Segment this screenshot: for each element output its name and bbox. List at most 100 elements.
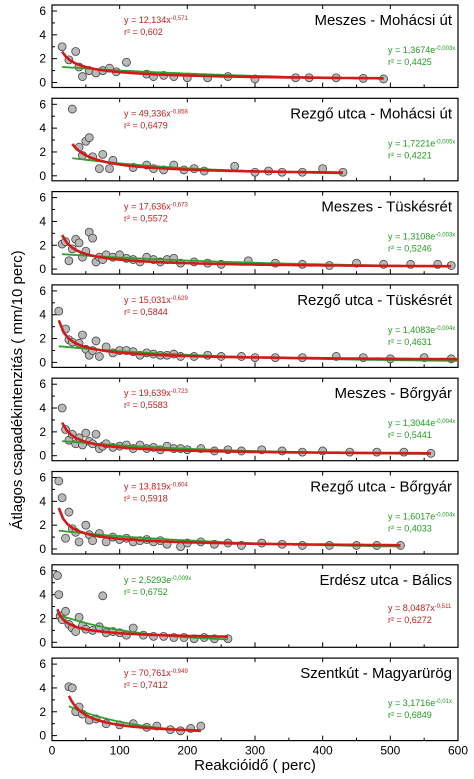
power-fit-r2: r² = 0,6272 [388,615,432,625]
y-tick-label: 2 [39,52,46,66]
exponential-fit-equation-exponent: -0,004x [435,419,455,425]
y-tick-label: 4 [39,28,46,42]
y-tick-label: 0 [39,542,46,556]
exponential-fit-equation-base: y = 1,3044e [388,418,435,428]
exponential-fit-equation-exponent: -0,005x [435,139,455,145]
y-tick-label: 0 [39,449,46,463]
data-point [98,149,108,159]
exponential-fit-equation-exponent: -0,009x [171,576,191,582]
power-fit-equation-exponent: -0,629 [171,296,189,302]
panel-title: Szentkút - Magyarürög [300,665,452,682]
power-fit-equation-exponent: -0,673 [171,203,189,209]
y-tick-label: 0 [39,76,46,90]
y-tick-label: 6 [39,191,46,205]
x-tick-label: 200 [177,744,197,758]
y-tick-label: 6 [39,377,46,391]
exponential-fit-equation-base: y = 1,3674e [388,45,435,55]
exponential-fit-equation: y = 1,7221e-0,005x [388,138,455,148]
exponential-fit-equation-base: y = 2,5293e [124,575,171,585]
y-tick-label: 2 [39,705,46,719]
data-point [78,330,87,340]
power-fit-equation-exponent: -0,949 [171,669,189,675]
data-point [61,533,70,543]
power-fit-r2: r² = 0,5572 [124,214,168,224]
power-fit-equation: y = 8,0487x-0,511 [388,603,452,613]
y-tick-label: 0 [39,635,46,649]
y-axis-label: Átlagos csapadékintenzitás ( mm/10 perc) [9,250,26,529]
power-fit-line [61,50,384,80]
data-point [105,164,114,174]
data-point [54,476,64,486]
y-tick-label: 0 [39,729,46,743]
data-point [122,57,131,67]
exponential-fit-equation: y = 1,4083e-0,004x [388,325,455,335]
data-point [91,336,101,346]
data-point [78,72,87,81]
y-tick-label: 4 [39,214,46,228]
power-fit-equation-exponent: -0,511 [435,604,452,610]
data-point [230,161,240,171]
exponential-fit-r2: r² = 0,4425 [388,57,432,67]
exponential-fit-equation-base: y = 1,6017e [388,512,435,522]
exponential-fit-equation: y = 1,3108e-0,003x [388,232,455,242]
power-fit-equation-exponent: -0,858 [171,109,189,115]
exponential-fit-r2: r² = 0,4631 [388,337,432,347]
data-point [54,590,64,600]
y-tick-label: 0 [39,262,46,276]
power-fit-equation: y = 19,639x-0,723 [124,388,188,398]
power-fit-line [71,143,344,174]
x-tick-label: 300 [245,744,265,758]
x-tick-label: 100 [110,744,130,758]
data-point [57,42,67,52]
power-fit-r2: r² = 0,5583 [124,400,168,410]
y-tick-label: 6 [39,564,46,578]
power-fit-equation-base: y = 49,336x [124,108,171,118]
exponential-fit-equation: y = 1,6017e-0,004x [388,512,455,522]
power-fit-r2: r² = 0,6479 [124,120,168,130]
data-point [94,164,104,174]
exponential-fit-equation: y = 3,1716e-0,01x [388,698,452,708]
panel-title: Meszes - Bőrgyár [334,385,452,402]
exponential-fit-equation-exponent: -0,003x [435,46,455,52]
exponential-fit-equation-base: y = 1,3108e [388,232,435,242]
y-tick-label: 2 [39,145,46,159]
data-point [91,429,101,439]
power-fit-r2: r² = 0,602 [124,27,163,37]
y-tick-label: 6 [39,4,46,18]
power-fit-equation-base: y = 17,636x [124,202,171,212]
power-fit-r2: r² = 0,5918 [124,494,168,504]
power-fit-equation: y = 70,761x-0,949 [124,668,188,678]
power-fit-equation-base: y = 13,819x [124,482,171,492]
power-fit-equation-base: y = 8,0487x [388,603,435,613]
power-fit-equation: y = 12,134x-0,571 [124,15,188,25]
exponential-fit-equation-exponent: -0,004x [435,513,455,519]
exponential-fit-r2: r² = 0,5441 [388,430,432,440]
y-tick-label: 2 [39,238,46,252]
y-tick-label: 6 [39,657,46,671]
data-point [189,257,199,267]
data-point [169,253,179,263]
data-point [64,507,74,517]
y-tick-label: 4 [39,308,46,322]
power-fit-line [67,695,201,732]
y-tick-label: 0 [39,355,46,369]
power-fit-equation-base: y = 70,761x [124,668,171,678]
x-axis-label: Reakcióidő ( perc) [194,757,316,774]
y-tick-label: 6 [39,471,46,485]
power-fit-equation: y = 17,636x-0,673 [124,202,188,212]
panel-title: Rezgő utca - Tüskésrét [297,292,453,309]
data-point [84,133,94,143]
power-fit-equation-base: y = 15,031x [124,295,171,305]
x-tick-label: 600 [448,744,468,758]
power-fit-line [57,507,401,547]
exponential-fit-equation-exponent: -0,004x [435,326,455,332]
panel-title: Erdész utca - Bálics [319,572,452,589]
exponential-fit-r2: r² = 0,6752 [124,587,168,597]
data-point [74,238,84,248]
exponential-fit-r2: r² = 0,4221 [388,150,432,160]
data-point [88,233,97,243]
y-tick-label: 4 [39,494,46,508]
